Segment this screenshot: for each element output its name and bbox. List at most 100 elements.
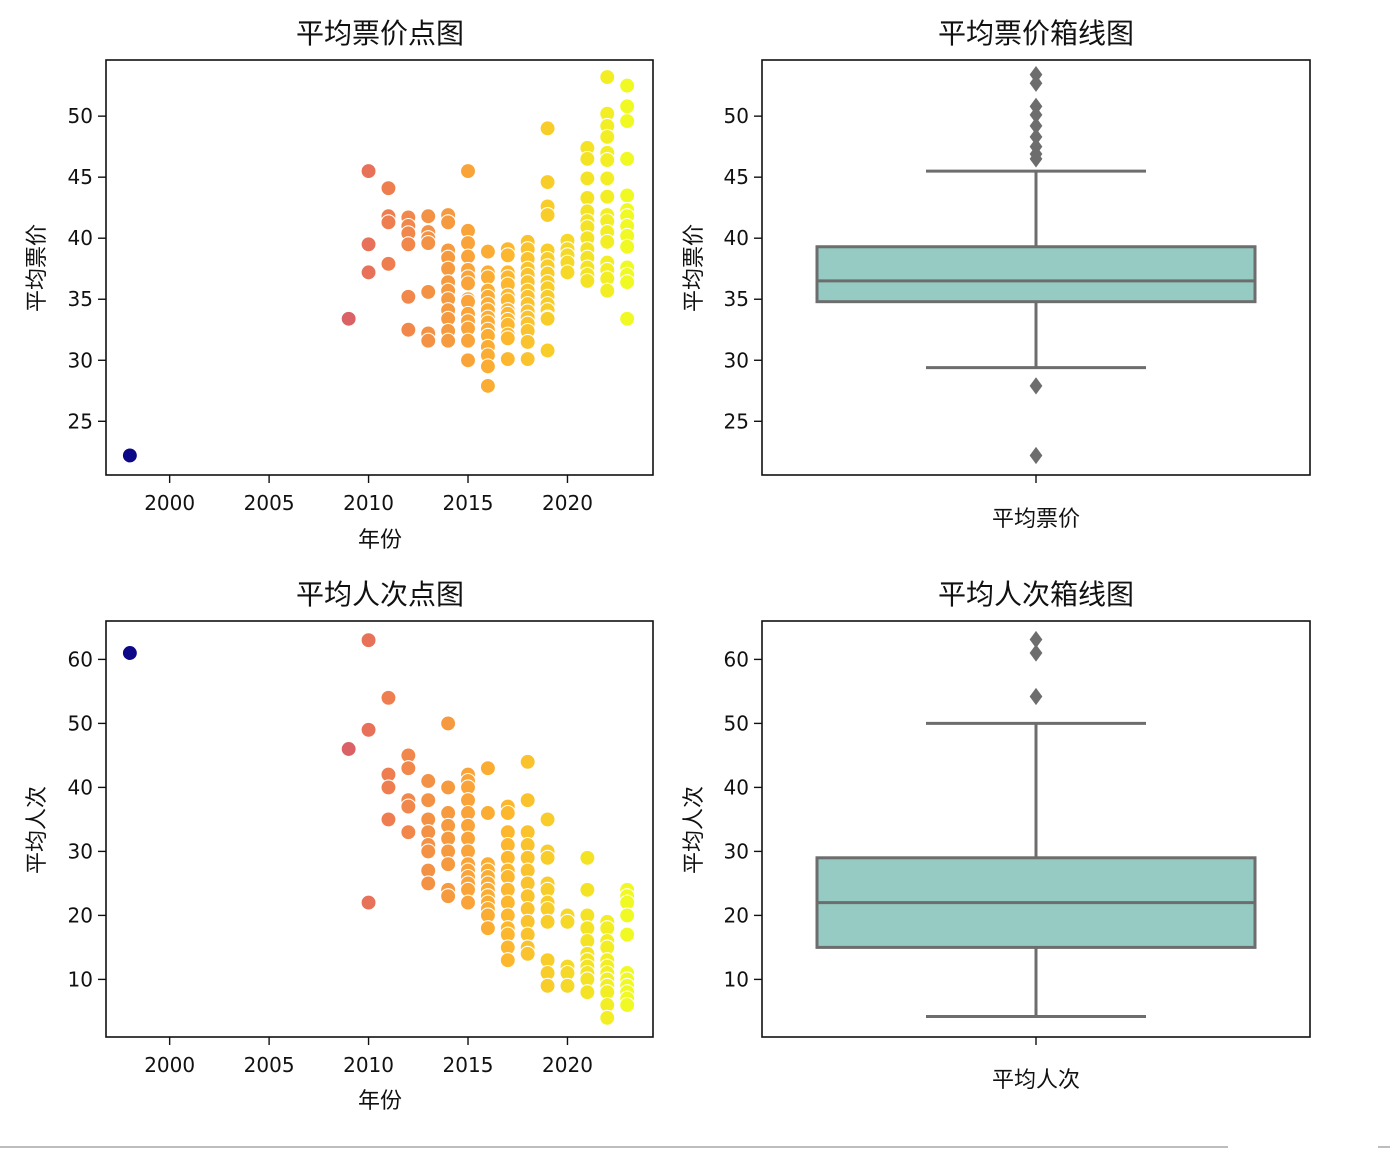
price-scatter-title: 平均票价点图 — [296, 17, 464, 50]
scatter-point — [539, 120, 556, 137]
scatter-point — [579, 150, 596, 167]
bottom-divider-end — [1378, 1146, 1390, 1148]
visits-scatter-xlabel: 年份 — [358, 1089, 402, 1114]
scatter-point — [360, 264, 377, 281]
scatter-point — [599, 69, 616, 86]
outlier-point — [1029, 630, 1043, 649]
scatter-point — [539, 206, 556, 224]
y-tick-label: 25 — [68, 409, 93, 433]
scatter-point — [579, 189, 596, 206]
scatter-point — [420, 843, 437, 860]
outlier-point — [1029, 117, 1043, 135]
scatter-point — [579, 170, 596, 187]
scatter-point — [599, 128, 616, 145]
scatter-point — [479, 760, 496, 777]
x-tick-label: 2010 — [343, 1053, 394, 1077]
scatter-point — [619, 150, 636, 167]
scatter-point — [121, 644, 138, 662]
scatter-point — [400, 288, 417, 305]
y-tick-label: 35 — [724, 287, 749, 311]
scatter-point — [340, 740, 357, 758]
scatter-point — [420, 772, 437, 790]
scatter-point — [380, 214, 397, 231]
scatter-point — [380, 779, 397, 796]
scatter-point — [440, 332, 457, 349]
price-box-xlabel: 平均票价 — [992, 507, 1080, 532]
x-tick-label: 2005 — [244, 1053, 295, 1077]
scatter-point — [539, 849, 556, 866]
scatter-point — [599, 233, 616, 250]
scatter-point — [479, 920, 496, 937]
y-tick-label: 30 — [724, 839, 749, 863]
scatter-point — [619, 310, 636, 327]
y-tick-label: 30 — [724, 348, 749, 372]
price-box-panel: 平均票价箱线图 25 30 35 40 45 50 平均票价 平均票价 — [682, 17, 1311, 532]
scatter-point — [519, 792, 536, 809]
price-scatter-panel: 平均票价点图 2000 2005 2010 2015 2020 25 30 35 40 45 50… — [25, 17, 654, 553]
scatter-point — [559, 913, 576, 930]
visits-scatter-axes-frame — [105, 620, 654, 1038]
scatter-point — [539, 310, 556, 327]
scatter-point — [599, 282, 616, 299]
price-box-ylabel: 平均票价 — [682, 224, 707, 312]
scatter-point — [559, 977, 576, 994]
scatter-point — [360, 236, 377, 253]
y-tick-label: 50 — [68, 104, 93, 128]
scatter-point — [619, 112, 636, 130]
bottom-divider — [0, 1146, 1228, 1148]
scatter-point — [360, 632, 377, 649]
scatter-point — [619, 187, 636, 204]
scatter-point — [499, 952, 516, 969]
y-tick-label: 20 — [724, 903, 749, 927]
outlier-point — [1029, 446, 1043, 465]
outlier-point — [1029, 150, 1043, 168]
scatter-point — [619, 274, 636, 291]
y-tick-label: 20 — [68, 903, 93, 927]
y-tick-label: 45 — [68, 165, 93, 189]
price-box-axes-frame — [761, 59, 1311, 476]
scatter-point — [440, 779, 457, 796]
scatter-point — [420, 283, 437, 300]
scatter-point — [599, 1009, 616, 1026]
scatter-point — [499, 350, 516, 368]
visits-box-panel: 平均人次箱线图 10 20 30 40 50 60 平均人次 平均人次 — [682, 578, 1311, 1093]
scatter-point — [579, 272, 596, 289]
x-tick-label: 2015 — [443, 1053, 494, 1077]
x-tick-label: 2000 — [144, 491, 195, 515]
price-scatter-ylabel: 平均票价 — [25, 224, 50, 312]
scatter-point — [459, 275, 477, 292]
outlier-point — [1029, 74, 1043, 92]
scatter-point — [400, 798, 417, 815]
scatter-point — [539, 174, 556, 191]
y-tick-label: 60 — [68, 647, 93, 671]
scatter-point — [400, 824, 417, 841]
scatter-point — [459, 332, 477, 349]
scatter-point — [380, 255, 397, 272]
outlier-point — [1029, 128, 1043, 146]
scatter-point — [519, 350, 536, 368]
y-tick-label: 50 — [724, 104, 749, 128]
scatter-point — [340, 310, 357, 327]
scatter-point — [619, 926, 636, 943]
scatter-point — [479, 377, 496, 394]
scatter-point — [420, 792, 437, 809]
scatter-point — [360, 894, 377, 911]
outlier-point — [1029, 687, 1043, 706]
scatter-point — [440, 856, 457, 873]
scatter-point — [121, 447, 138, 464]
scatter-point — [380, 180, 397, 197]
y-tick-label: 40 — [68, 775, 93, 799]
scatter-point — [519, 333, 536, 351]
scatter-point — [479, 269, 496, 286]
scatter-point — [619, 238, 636, 255]
scatter-point — [380, 811, 397, 828]
x-tick-label: 2000 — [144, 1053, 195, 1077]
scatter-point — [479, 358, 496, 375]
outlier-point — [1029, 106, 1043, 124]
scatter-point — [440, 888, 457, 905]
y-tick-label: 40 — [68, 226, 93, 250]
y-tick-label: 50 — [68, 711, 93, 735]
scatter-point — [579, 881, 596, 898]
scatter-point — [599, 170, 616, 187]
scatter-point — [539, 811, 556, 828]
